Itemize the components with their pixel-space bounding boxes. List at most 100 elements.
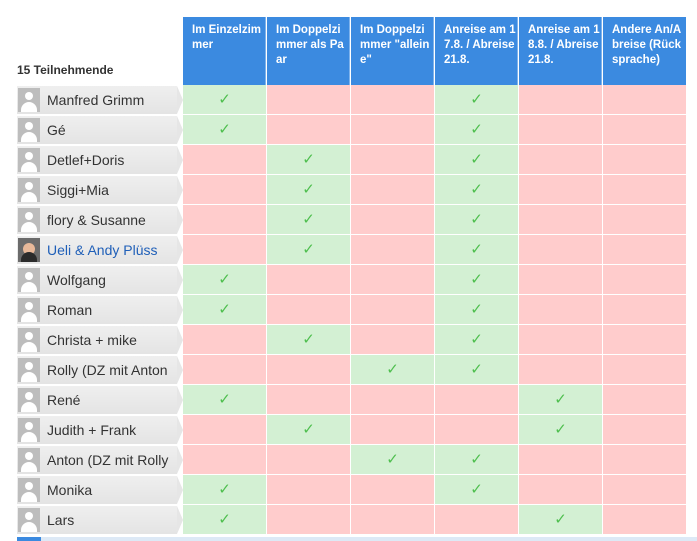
vote-cell-no xyxy=(519,445,603,475)
vote-cell-no xyxy=(351,475,435,505)
participant-name-cell: Detlef+Doris xyxy=(17,146,183,174)
participant-count: 15 Teilnehmende xyxy=(17,63,114,77)
vote-cell-yes: ✓ xyxy=(351,355,435,385)
vote-cell-no xyxy=(603,295,687,325)
vote-cell-no xyxy=(267,445,351,475)
vote-cell-no xyxy=(603,505,687,535)
check-icon: ✓ xyxy=(554,421,567,438)
new-entry-tab[interactable] xyxy=(17,537,41,541)
vote-cell-no xyxy=(267,85,351,115)
vote-cell-yes: ✓ xyxy=(351,445,435,475)
vote-cell-no xyxy=(351,265,435,295)
option-header-1: Im Einzelzimmer xyxy=(183,17,266,85)
check-icon: ✓ xyxy=(470,331,483,348)
vote-cell-yes: ✓ xyxy=(267,205,351,235)
vote-cell-no xyxy=(519,145,603,175)
vote-cell-no xyxy=(435,505,519,535)
check-icon: ✓ xyxy=(470,211,483,228)
participant-name-cell: Manfred Grimm xyxy=(17,86,183,114)
vote-cell-no xyxy=(603,415,687,445)
vote-cell-no xyxy=(603,235,687,265)
check-icon: ✓ xyxy=(302,181,315,198)
check-icon: ✓ xyxy=(218,121,231,138)
check-icon: ✓ xyxy=(218,511,231,528)
vote-cell-no xyxy=(603,175,687,205)
vote-cell-no xyxy=(267,265,351,295)
default-avatar-icon xyxy=(18,88,40,112)
check-icon: ✓ xyxy=(386,451,399,468)
participant-name-cell: Wolfgang xyxy=(17,266,183,294)
vote-cell-yes: ✓ xyxy=(183,265,267,295)
vote-cell-no xyxy=(519,295,603,325)
participant-name: René xyxy=(47,392,81,408)
vote-cell-no xyxy=(267,385,351,415)
option-header-4: Anreise am 17.8. / Abreise 21.8. xyxy=(435,17,518,85)
participant-name-cell: Monika xyxy=(17,476,183,504)
vote-cell-no xyxy=(351,415,435,445)
participant-name: Lars xyxy=(47,512,75,528)
check-icon: ✓ xyxy=(218,391,231,408)
check-icon: ✓ xyxy=(470,301,483,318)
option-header-5: Anreise am 18.8. / Abreise 21.8. xyxy=(519,17,602,85)
participant-name: Wolfgang xyxy=(47,272,106,288)
vote-cell-no xyxy=(519,115,603,145)
check-icon: ✓ xyxy=(218,271,231,288)
participant-name-cell: flory & Susanne xyxy=(17,206,183,234)
participant-row: Rolly (DZ mit Anton ✓ ✓ xyxy=(0,355,697,385)
vote-cell-no xyxy=(183,355,267,385)
vote-cell-yes: ✓ xyxy=(183,115,267,145)
new-entry-row[interactable] xyxy=(17,537,697,541)
vote-cell-yes: ✓ xyxy=(183,295,267,325)
vote-cell-no xyxy=(183,325,267,355)
default-avatar-icon xyxy=(18,118,40,142)
vote-cell-no xyxy=(603,115,687,145)
vote-cell-yes: ✓ xyxy=(519,505,603,535)
vote-cell-yes: ✓ xyxy=(435,265,519,295)
check-icon: ✓ xyxy=(470,121,483,138)
participant-name-cell: Roman xyxy=(17,296,183,324)
participant-name: Gé xyxy=(47,122,66,138)
check-icon: ✓ xyxy=(302,151,315,168)
check-icon: ✓ xyxy=(302,331,315,348)
vote-cell-no xyxy=(267,115,351,145)
default-avatar-icon xyxy=(18,418,40,442)
vote-cell-no xyxy=(603,265,687,295)
participant-row: Wolfgang ✓ ✓ xyxy=(0,265,697,295)
vote-cell-yes: ✓ xyxy=(183,385,267,415)
participant-name-cell: René xyxy=(17,386,183,414)
vote-cell-yes: ✓ xyxy=(435,85,519,115)
vote-cell-no xyxy=(351,115,435,145)
vote-cell-no xyxy=(519,175,603,205)
vote-cell-no xyxy=(267,295,351,325)
default-avatar-icon xyxy=(18,268,40,292)
vote-cell-no xyxy=(183,235,267,265)
default-avatar-icon xyxy=(18,208,40,232)
participant-name[interactable]: Ueli & Andy Plüss xyxy=(47,242,158,258)
default-avatar-icon xyxy=(18,328,40,352)
check-icon: ✓ xyxy=(470,451,483,468)
vote-cell-no xyxy=(519,355,603,385)
vote-cell-no xyxy=(603,475,687,505)
vote-cell-yes: ✓ xyxy=(267,175,351,205)
participant-name-cell: Lars xyxy=(17,506,183,534)
check-icon: ✓ xyxy=(302,421,315,438)
vote-cell-no xyxy=(519,235,603,265)
participant-name-cell: Gé xyxy=(17,116,183,144)
vote-cell-no xyxy=(603,325,687,355)
vote-cell-yes: ✓ xyxy=(435,295,519,325)
vote-cell-yes: ✓ xyxy=(183,475,267,505)
vote-cell-no xyxy=(603,205,687,235)
default-avatar-icon xyxy=(18,448,40,472)
participant-row: Detlef+Doris ✓ ✓ xyxy=(0,145,697,175)
vote-cell-yes: ✓ xyxy=(435,445,519,475)
vote-cell-yes: ✓ xyxy=(267,235,351,265)
participant-row: Manfred Grimm ✓ ✓ xyxy=(0,85,697,115)
participant-name-cell: Anton (DZ mit Rolly xyxy=(17,446,183,474)
vote-cell-no xyxy=(351,205,435,235)
vote-cell-yes: ✓ xyxy=(519,385,603,415)
vote-cell-no xyxy=(351,145,435,175)
participant-name: Detlef+Doris xyxy=(47,152,125,168)
participant-name-cell: Christa + mike xyxy=(17,326,183,354)
vote-cell-no xyxy=(351,505,435,535)
